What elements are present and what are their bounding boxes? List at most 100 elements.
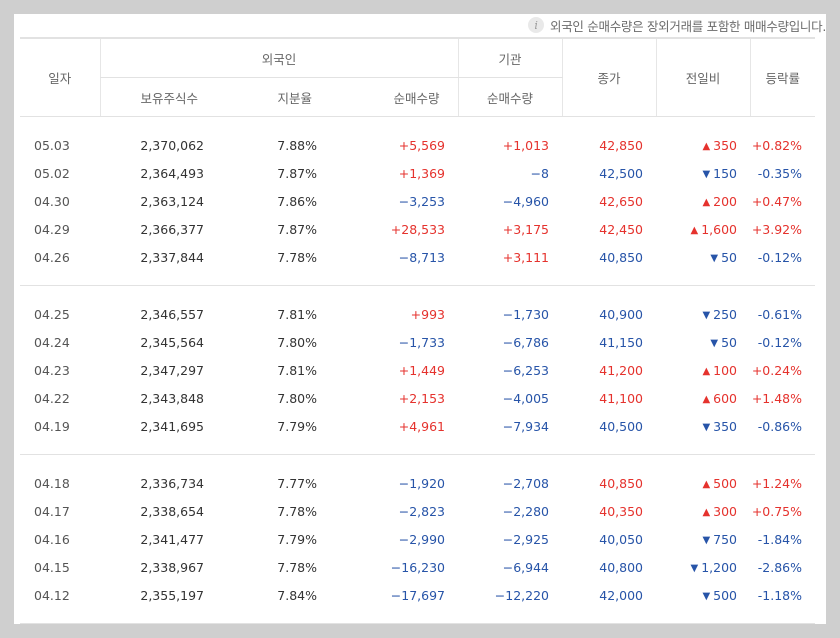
rate-cell: +0.75% <box>751 503 803 519</box>
divider-cell <box>20 454 816 455</box>
close-cell: 42,000 <box>599 587 644 603</box>
rate-cell: +3.92% <box>751 221 803 237</box>
share-cell: 7.87% <box>277 165 317 181</box>
inst-net-cell: −7,934 <box>502 418 550 434</box>
foreign-net-cell: +4,961 <box>398 418 446 434</box>
foreign-net-cell: −3,253 <box>398 193 446 209</box>
holdings-cell: 2,355,197 <box>140 587 204 603</box>
rate-cell: -2.86% <box>757 559 803 575</box>
rate-cell: -0.61% <box>757 306 803 322</box>
spacer-cell <box>330 440 458 455</box>
close-cell: 40,850 <box>599 249 644 265</box>
divider-cell <box>20 285 816 286</box>
holdings-cell: 2,346,557 <box>140 306 204 322</box>
holdings-cell: 2,336,734 <box>140 475 204 491</box>
triangle-up-icon: ▲ <box>702 506 711 518</box>
inst-net-cell: −2,708 <box>502 475 550 491</box>
triangle-down-icon: ▼ <box>710 252 719 264</box>
spacer-cell <box>562 286 656 300</box>
spacer-cell <box>100 455 217 469</box>
foreign-net-cell: +5,569 <box>398 137 446 153</box>
change-value: 500 <box>713 475 738 491</box>
inst-net-cell: −1,730 <box>502 306 550 322</box>
spacer-cell <box>458 117 562 132</box>
date-cell: 04.23 <box>34 362 70 378</box>
date-cell: 04.12 <box>34 587 70 603</box>
change-cell: ▼ 500 <box>656 581 750 609</box>
spacer-cell <box>330 455 458 469</box>
change-cell: ▼ 350 <box>656 412 750 440</box>
close-cell: 40,850 <box>599 475 644 491</box>
inst-net-cell: +3,175 <box>502 221 550 237</box>
change-cell: ▼ 750 <box>656 525 750 553</box>
change-cell: ▼ 1,200 <box>656 553 750 581</box>
holdings-cell: 2,370,062 <box>140 137 204 153</box>
header-date: 일자 <box>20 38 100 117</box>
close-cell: 42,650 <box>599 193 644 209</box>
spacer-cell <box>20 440 100 455</box>
spacer-cell <box>750 117 815 132</box>
change-value: 1,600 <box>701 221 738 237</box>
holdings-cell: 2,364,493 <box>140 165 204 181</box>
spacer-cell <box>562 455 656 469</box>
header-share: 지분율 <box>217 77 330 117</box>
date-cell: 04.16 <box>34 531 70 547</box>
spacer-cell <box>562 271 656 286</box>
change-value: 50 <box>721 249 738 265</box>
info-icon[interactable]: i <box>528 17 545 33</box>
close-cell: 40,500 <box>599 418 644 434</box>
share-cell: 7.78% <box>277 503 317 519</box>
spacer-cell <box>330 117 458 132</box>
spacer-cell <box>656 286 750 300</box>
group-divider <box>20 454 816 455</box>
spacer-cell <box>656 117 750 132</box>
change-value: 300 <box>713 503 738 519</box>
foreign-net-cell: −8,713 <box>398 249 446 265</box>
date-cell: 04.18 <box>34 475 70 491</box>
spacer-row <box>20 286 815 300</box>
spacer-cell <box>20 609 100 624</box>
change-value: 1,200 <box>701 559 738 575</box>
triangle-down-icon: ▼ <box>690 562 699 574</box>
spacer-cell <box>20 271 100 286</box>
change-cell: ▲ 100 <box>656 356 750 384</box>
holdings-cell: 2,341,695 <box>140 418 204 434</box>
share-cell: 7.79% <box>277 531 317 547</box>
table-row: 04.17 2,338,654 7.78% −2,823 −2,280 40,350 ▲ 30… <box>20 497 815 525</box>
table-row: 04.15 2,338,967 7.78% −16,230 −6,944 40,800 ▼ 1… <box>20 553 815 581</box>
table-row: 04.26 2,337,844 7.78% −8,713 +3,111 40,850 ▼ 50… <box>20 243 815 271</box>
spacer-cell <box>217 609 330 624</box>
spacer-cell <box>656 440 750 455</box>
spacer-row <box>20 455 815 469</box>
table-body: 05.03 2,370,062 7.88% +5,569 +1,013 42,850 ▲ 35… <box>20 117 816 624</box>
close-cell: 40,050 <box>599 531 644 547</box>
table-row: 04.19 2,341,695 7.79% +4,961 −7,934 40,500 ▼ 35… <box>20 412 815 440</box>
foreign-net-cell: −17,697 <box>390 587 446 603</box>
date-cell: 04.22 <box>34 390 70 406</box>
spacer-cell <box>458 609 562 624</box>
change-cell: ▲ 600 <box>656 384 750 412</box>
rate-cell: +1.24% <box>751 475 803 491</box>
spacer-cell <box>330 271 458 286</box>
table-row: 04.23 2,347,297 7.81% +1,449 −6,253 41,200 ▲ 10… <box>20 356 815 384</box>
spacer-cell <box>20 455 100 469</box>
spacer-row <box>20 271 815 286</box>
spacer-cell <box>100 609 217 624</box>
spacer-cell <box>100 271 217 286</box>
inst-net-cell: −8 <box>530 165 550 181</box>
foreign-net-cell: −1,920 <box>398 475 446 491</box>
header-inst-net: 순매수량 <box>457 77 563 117</box>
change-value: 200 <box>713 193 738 209</box>
rate-cell: -0.35% <box>757 165 803 181</box>
rate-cell: +0.24% <box>751 362 803 378</box>
inst-net-cell: −4,960 <box>502 193 550 209</box>
close-cell: 41,150 <box>599 334 644 350</box>
inst-net-cell: −6,786 <box>502 334 550 350</box>
header-institution: 기관 <box>457 38 563 78</box>
spacer-cell <box>20 286 100 300</box>
spacer-cell <box>458 455 562 469</box>
spacer-row <box>20 117 815 132</box>
group-divider <box>20 623 816 624</box>
spacer-cell <box>750 286 815 300</box>
holdings-cell: 2,343,848 <box>140 390 204 406</box>
